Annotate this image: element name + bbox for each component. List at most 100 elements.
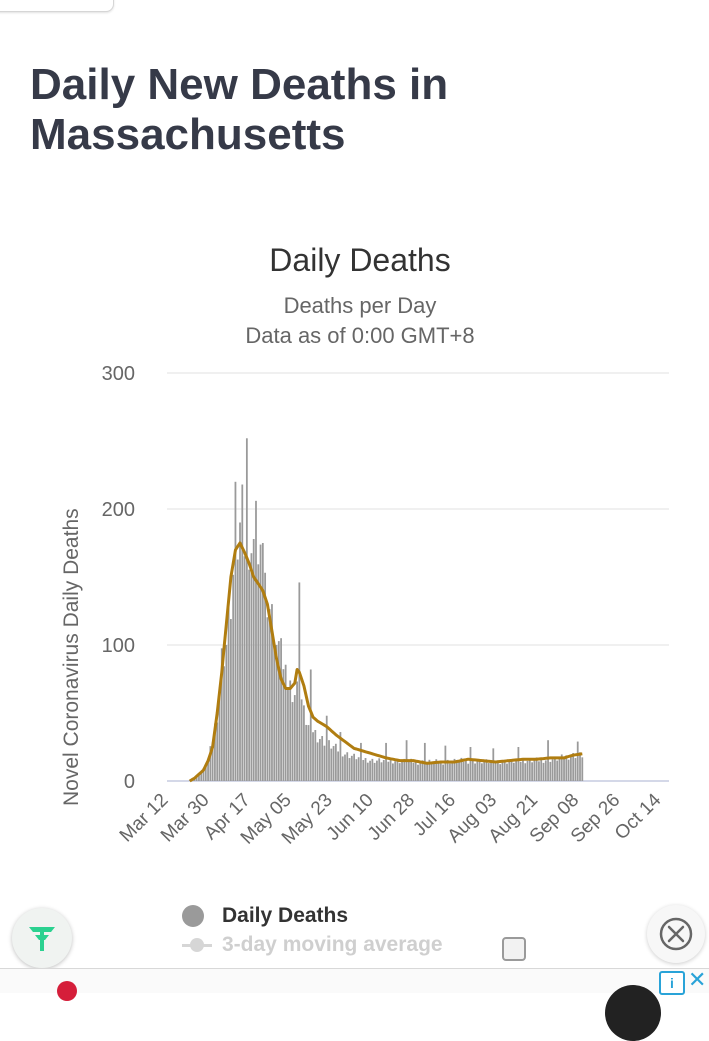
daily-deaths-bar <box>496 760 499 781</box>
legend-item-daily-deaths[interactable]: Daily Deaths <box>182 902 348 930</box>
daily-deaths-bar <box>492 748 495 781</box>
daily-deaths-bar <box>569 756 572 781</box>
daily-deaths-bar <box>387 761 390 781</box>
daily-deaths-bar <box>508 761 511 781</box>
daily-deaths-bar <box>291 702 294 781</box>
daily-deaths-bar <box>239 522 241 781</box>
daily-deaths-bar <box>494 762 497 781</box>
daily-deaths-bar <box>490 760 492 781</box>
y-tick-label: 300 <box>102 363 135 385</box>
daily-deaths-bar <box>330 748 333 781</box>
daily-deaths-bar <box>202 767 205 781</box>
daily-deaths-bar <box>437 763 440 781</box>
legend: Daily Deaths 3-day moving average <box>182 900 542 970</box>
close-icon[interactable]: ✕ <box>688 967 707 992</box>
legend-label: Daily Deaths <box>222 904 349 927</box>
daily-deaths-bar <box>382 760 385 781</box>
y-tick-labels: 0 100 200 300 <box>102 363 135 793</box>
moving-average-line <box>189 541 583 783</box>
daily-deaths-bar <box>236 559 239 781</box>
daily-deaths-bar <box>567 759 570 781</box>
daily-deaths-bar <box>264 572 267 781</box>
daily-deaths-bar <box>277 641 280 781</box>
daily-deaths-bar <box>316 742 319 781</box>
daily-deaths-bar <box>332 746 335 781</box>
daily-deaths-bar <box>499 764 502 781</box>
legend-toggle-checkbox[interactable] <box>502 937 526 961</box>
daily-deaths-chart: Daily Deaths Deaths per Day Data as of 0… <box>60 242 669 849</box>
daily-deaths-bar <box>533 759 536 781</box>
daily-deaths-bar <box>309 669 312 781</box>
daily-deaths-bar <box>572 752 575 781</box>
daily-deaths-bar <box>485 759 488 781</box>
daily-deaths-bar <box>218 688 221 781</box>
ad-banner[interactable]: i ✕ <box>0 967 709 1041</box>
floating-app-button[interactable] <box>12 908 72 968</box>
daily-deaths-bar <box>421 760 424 781</box>
x-tick-label: Oct 14 <box>611 789 666 844</box>
daily-deaths-bar <box>234 481 237 781</box>
daily-deaths-bar <box>376 760 378 781</box>
y-tick-label: 200 <box>102 499 135 521</box>
daily-deaths-bar <box>204 766 207 781</box>
daily-deaths-bar <box>510 759 513 781</box>
daily-deaths-bar <box>426 761 429 781</box>
daily-deaths-bar <box>360 742 362 781</box>
daily-deaths-bar <box>519 761 522 781</box>
legend-item-3day-average[interactable]: 3-day moving average <box>182 931 443 959</box>
daily-deaths-bar <box>373 762 376 781</box>
close-button[interactable] <box>647 905 705 963</box>
info-icon[interactable]: i <box>659 971 685 995</box>
daily-deaths-bar <box>287 687 289 781</box>
daily-deaths-bar <box>487 763 490 781</box>
legend-marker-dot <box>182 905 204 927</box>
daily-deaths-bar <box>296 681 298 781</box>
daily-deaths-bar <box>314 730 317 781</box>
daily-deaths-bar <box>325 715 328 781</box>
daily-deaths-bar <box>407 760 410 781</box>
daily-deaths-bar <box>243 556 246 781</box>
daily-deaths-bar <box>574 758 577 781</box>
daily-deaths-bar <box>524 763 527 781</box>
daily-deaths-bar <box>307 725 310 781</box>
y-axis-label: Novel Coronavirus Daily Deaths <box>60 508 83 806</box>
daily-deaths-bar <box>549 761 552 781</box>
daily-deaths-bar <box>348 758 351 781</box>
daily-deaths-bar <box>467 763 470 781</box>
daily-deaths-bar <box>300 699 303 781</box>
daily-deaths-bar <box>366 762 369 781</box>
daily-deaths-bar <box>558 757 561 781</box>
daily-deaths-bar <box>531 762 533 781</box>
legend-label: 3-day moving average <box>222 933 443 956</box>
daily-deaths-bar <box>378 758 381 781</box>
y-tick-label: 100 <box>102 635 135 657</box>
daily-deaths-bar <box>305 724 308 781</box>
daily-deaths-bar <box>556 760 559 781</box>
daily-deaths-bar <box>417 764 419 781</box>
daily-deaths-bar <box>503 759 506 781</box>
daily-deaths-bar <box>284 664 287 781</box>
daily-deaths-bar <box>528 758 531 781</box>
daily-deaths-bar <box>273 648 276 781</box>
daily-deaths-bar <box>453 758 456 781</box>
chart-title: Daily Deaths <box>269 242 450 278</box>
daily-deaths-bar <box>220 648 223 781</box>
daily-deaths-bar <box>257 564 260 781</box>
top-tab[interactable] <box>0 0 114 12</box>
daily-deaths-bar <box>419 762 422 781</box>
daily-deaths-bar <box>551 759 554 781</box>
daily-deaths-bar <box>526 760 529 781</box>
daily-deaths-bar <box>554 756 556 781</box>
daily-deaths-bar <box>410 758 413 781</box>
daily-deaths-bar <box>344 754 346 781</box>
daily-deaths-bar <box>476 761 479 781</box>
daily-deaths-bar <box>501 761 504 781</box>
daily-deaths-bar <box>369 760 371 781</box>
daily-deaths-bar <box>259 544 262 781</box>
daily-deaths-bar <box>241 484 244 781</box>
daily-deaths-bar <box>280 638 282 781</box>
daily-deaths-bar <box>385 742 387 781</box>
daily-deaths-bar <box>334 743 337 781</box>
daily-deaths-bar <box>428 759 431 781</box>
